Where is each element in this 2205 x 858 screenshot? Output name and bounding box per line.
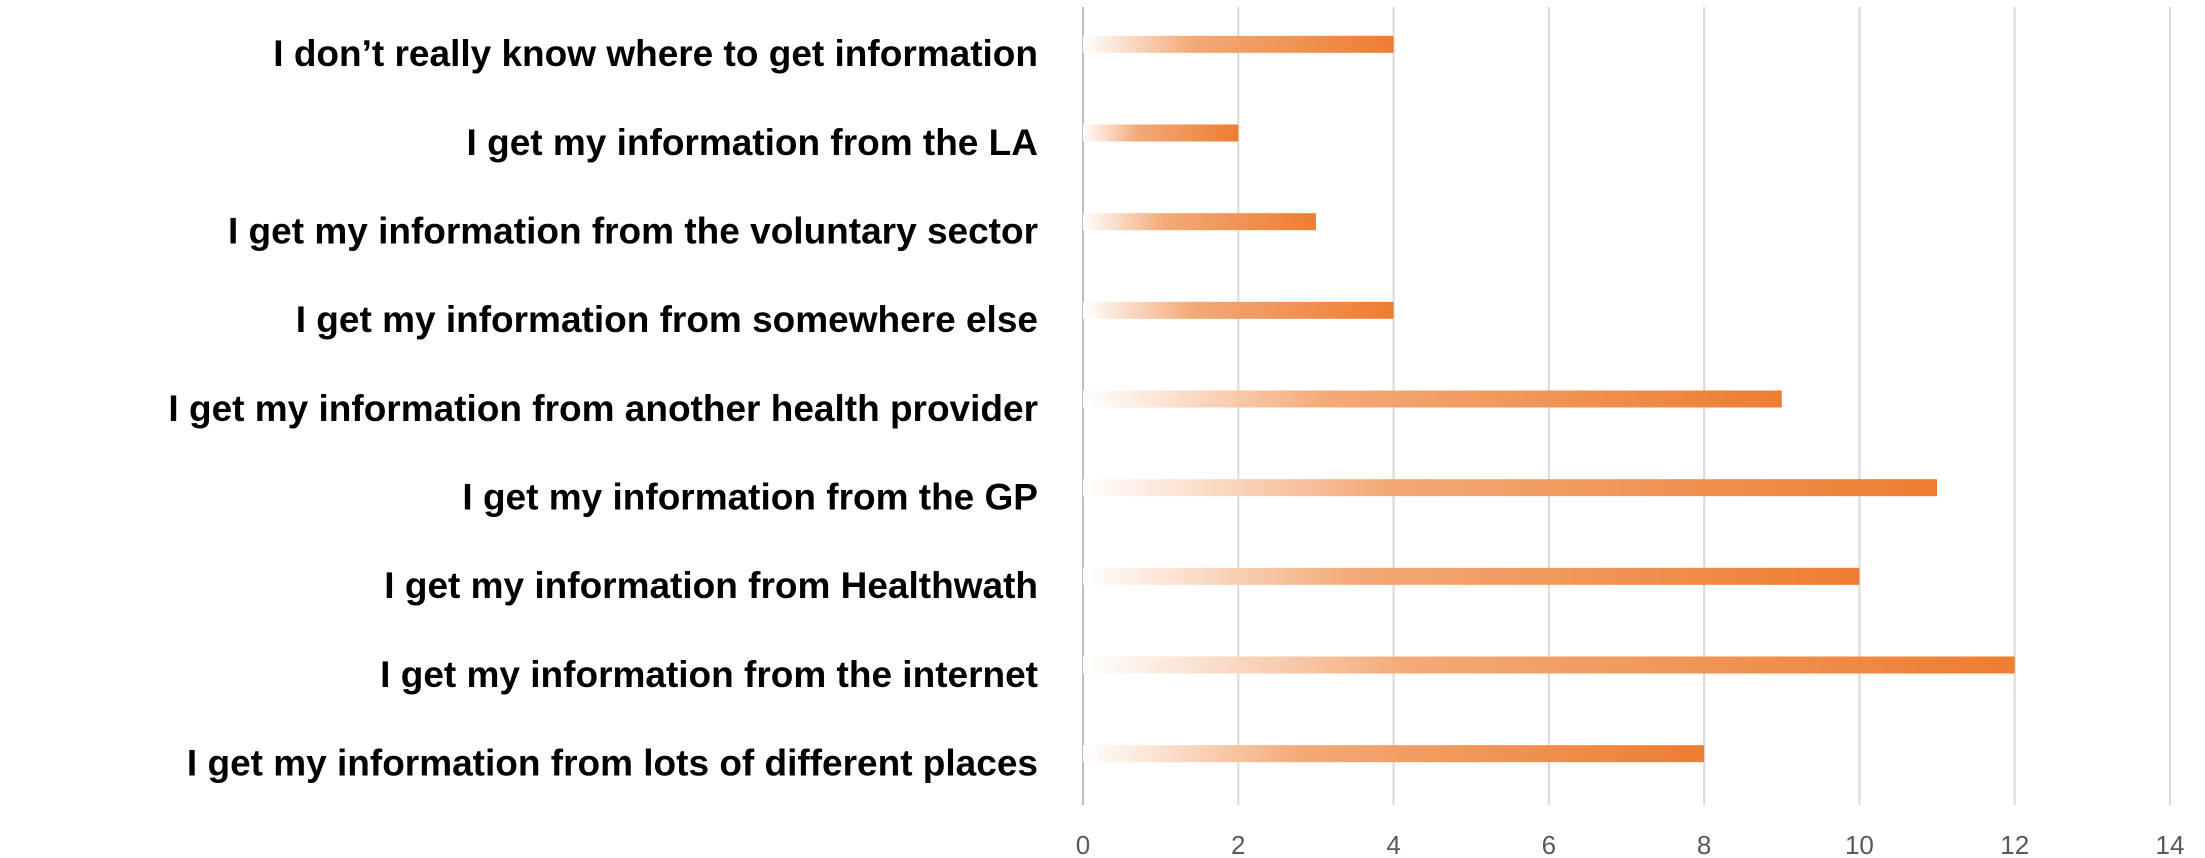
x-tick-label: 0	[1076, 830, 1090, 858]
y-tick-label: I get my information from the internet	[380, 654, 1038, 695]
bar	[1083, 301, 1394, 319]
bar	[1083, 35, 1394, 53]
x-tick-label: 6	[1542, 830, 1556, 858]
y-tick-label: I get my information from somewhere else	[296, 299, 1038, 340]
bar	[1083, 390, 1782, 408]
y-tick-label: I get my information from another health…	[168, 388, 1038, 429]
y-tick-label: I get my information from the GP	[462, 476, 1038, 517]
bar	[1083, 479, 1938, 497]
bar	[1083, 124, 1239, 142]
x-tick-label: 4	[1386, 830, 1400, 858]
bar	[1083, 213, 1316, 231]
x-tick-label: 8	[1697, 830, 1711, 858]
y-tick-label: I get my information from Healthwath	[384, 565, 1038, 606]
bar	[1083, 656, 2015, 674]
y-tick-label: I get my information from lots of differ…	[187, 742, 1038, 783]
x-tick-label: 14	[2156, 830, 2185, 858]
x-tick-label: 12	[2000, 830, 2029, 858]
bar	[1083, 567, 1860, 585]
y-tick-label: I get my information from the LA	[467, 122, 1038, 163]
x-tick-label: 2	[1231, 830, 1245, 858]
x-tick-label: 10	[1845, 830, 1874, 858]
y-tick-label: I get my information from the voluntary …	[228, 210, 1038, 251]
y-tick-label: I don’t really know where to get informa…	[273, 33, 1038, 74]
bar	[1083, 745, 1705, 763]
